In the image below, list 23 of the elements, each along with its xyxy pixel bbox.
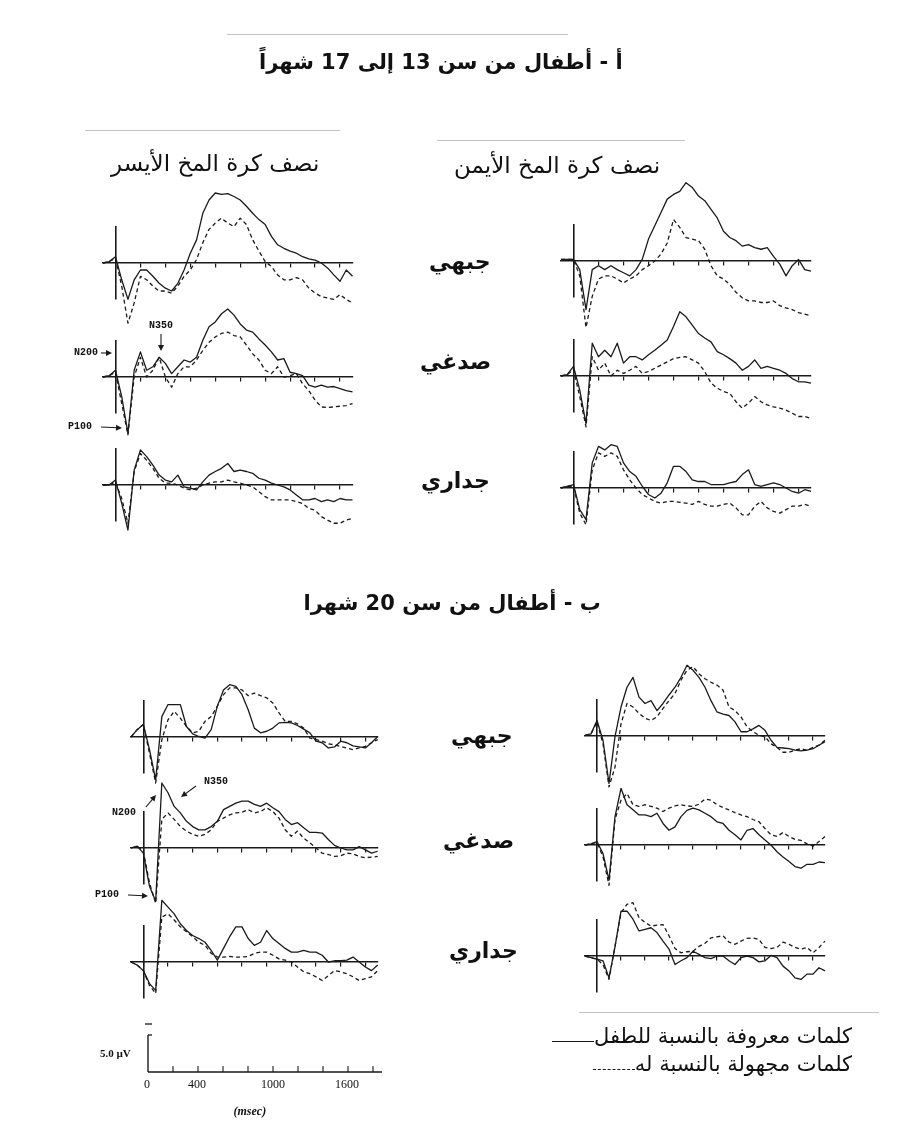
text: ب - أطفال من سن 20 شهرا (303, 591, 601, 615)
legend-label: كلمات معروفة بالنسبة للطفل (593, 1023, 853, 1048)
y-axis-title: جداري (449, 938, 518, 964)
annotation: N350 (149, 320, 174, 332)
legend-label: كلمات مجهولة بالنسبة له (634, 1051, 853, 1076)
y-axis-title: جبهي (429, 249, 491, 275)
text: P100 (68, 421, 93, 433)
y-axis-title: جبهي (451, 722, 513, 748)
text: P100 (95, 889, 120, 901)
y-axis-title: جداري (421, 467, 490, 493)
text: 400 (188, 1076, 206, 1092)
y-axis-title: صدغي (420, 349, 492, 375)
chart-subtitle: نصف كرة المخ الأيمن (454, 152, 661, 178)
text: 1000 (261, 1076, 285, 1092)
annotation: N200 (112, 807, 137, 819)
annotation: N350 (204, 776, 229, 788)
text: 0 (144, 1076, 150, 1092)
text: 1600 (335, 1076, 359, 1092)
text: (msec) (233, 1103, 267, 1119)
y-axis-title: صدغي (443, 828, 515, 854)
text: 5.0 µV (100, 1047, 131, 1059)
text: N200 (74, 347, 99, 359)
chart-subtitle: نصف كرة المخ الأيسر (111, 150, 320, 176)
